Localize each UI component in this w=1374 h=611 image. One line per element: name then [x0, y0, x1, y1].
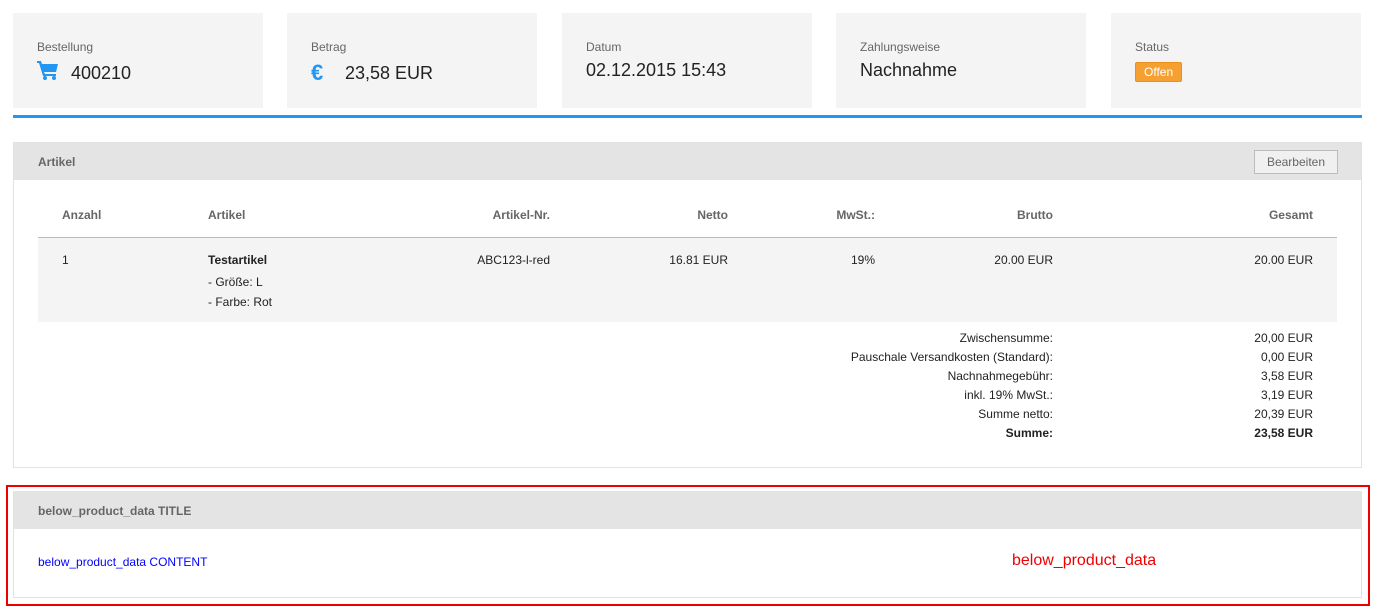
- panel-title: below_product_data TITLE: [38, 503, 192, 518]
- total-value: 20,00 EUR: [1254, 331, 1313, 345]
- cell-sku: ABC123-l-red: [477, 253, 550, 267]
- total-value: 23,58 EUR: [1254, 426, 1313, 440]
- total-value: 0,00 EUR: [1260, 350, 1313, 364]
- cart-icon: [37, 60, 59, 86]
- col-header: MwSt.:: [836, 208, 875, 222]
- card-label: Zahlungsweise: [860, 40, 941, 54]
- total-value: 20,39 EUR: [1254, 407, 1313, 421]
- cell-qty: 1: [62, 253, 69, 267]
- cell-article-name: Testartikel: [208, 253, 268, 267]
- total-label: inkl. 19% MwSt.:: [964, 388, 1053, 402]
- total-label: Summe:: [1005, 426, 1053, 440]
- total-label: Zwischensumme:: [959, 331, 1053, 345]
- amount: 23,58 EUR: [345, 62, 434, 83]
- card-order: Bestellung 400210: [13, 13, 263, 108]
- card-label: Bestellung: [37, 40, 94, 54]
- articles-panel: Artikel Bearbeiten Anzahl Artikel Artikel…: [13, 142, 1362, 468]
- card-label: Betrag: [311, 40, 347, 54]
- order-number: 400210: [71, 62, 132, 83]
- total-label: Summe netto:: [978, 407, 1053, 421]
- below-marker: below_product_data: [1012, 552, 1157, 569]
- cell-netto: 16.81 EUR: [669, 253, 728, 267]
- cell-tax: 19%: [850, 253, 875, 267]
- edit-button[interactable]: Bearbeiten: [1253, 149, 1338, 174]
- payment-method: Nachnahme: [860, 60, 958, 80]
- highlight-box: [6, 485, 1370, 606]
- cell-option: - Größe: L: [208, 275, 263, 289]
- total-value: 3,58 EUR: [1260, 369, 1313, 383]
- cell-total: 20.00 EUR: [1254, 253, 1313, 267]
- col-header: Gesamt: [1268, 208, 1313, 222]
- cell-brutto: 20.00 EUR: [994, 253, 1053, 267]
- col-header: Artikel: [208, 208, 246, 222]
- panel-title: Artikel: [38, 154, 76, 169]
- col-header: Anzahl: [62, 208, 102, 222]
- total-label: Pauschale Versandkosten (Standard):: [850, 350, 1053, 364]
- status-badge: Offen: [1135, 62, 1183, 82]
- col-header: Brutto: [1017, 208, 1053, 222]
- divider: [13, 115, 1362, 118]
- total-label: Nachnahmegebühr:: [947, 369, 1053, 383]
- card-payment: Zahlungsweise Nachnahme: [836, 13, 1086, 108]
- date: 02.12.2015 15:43: [586, 60, 727, 80]
- card-date: Datum 02.12.2015 15:43: [562, 13, 812, 108]
- euro-icon: €: [311, 60, 324, 85]
- table-row: [38, 237, 1337, 322]
- col-header: Netto: [697, 208, 728, 222]
- card-amount: Betrag €23,58 EUR: [287, 13, 537, 108]
- card-status: Status Offen: [1111, 13, 1361, 108]
- card-label: Datum: [586, 40, 622, 54]
- total-value: 3,19 EUR: [1260, 388, 1313, 402]
- below-product-panel: below_product_data TITLE below_product_d…: [13, 491, 1362, 598]
- card-label: Status: [1135, 40, 1170, 54]
- cell-option: - Farbe: Rot: [208, 295, 273, 309]
- col-header: Artikel-Nr.: [492, 208, 550, 222]
- below-content: below_product_data CONTENT: [38, 555, 208, 569]
